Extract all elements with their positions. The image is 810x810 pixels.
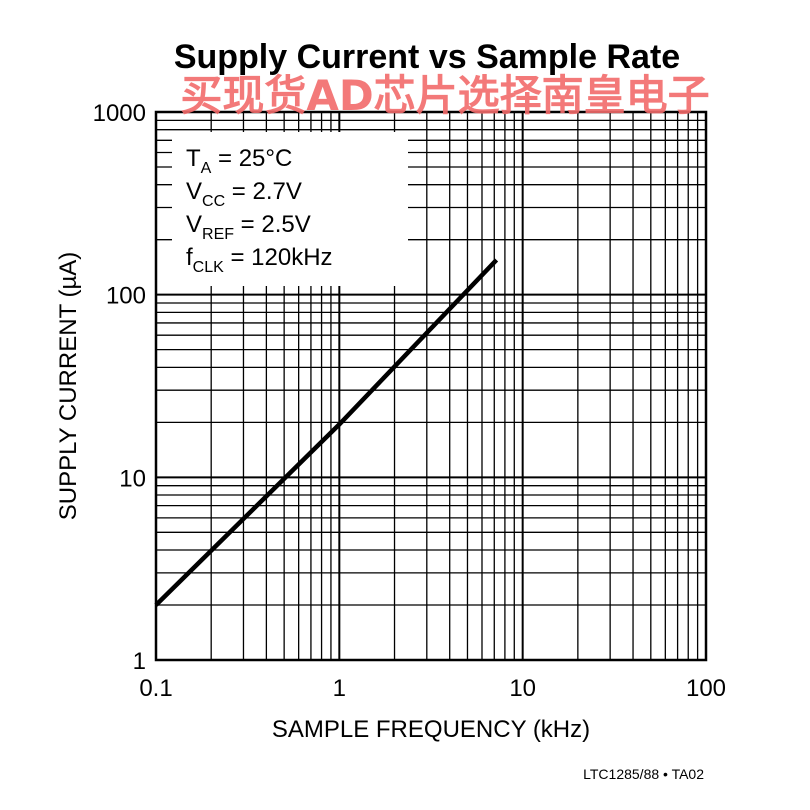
y-tick-label: 10 [119, 465, 146, 492]
chart-title: Supply Current vs Sample Rate [174, 38, 680, 76]
x-axis-label: SAMPLE FREQUENCY (kHz) [272, 716, 590, 743]
x-tick-label: 10 [509, 675, 536, 702]
condition-2: VCC = 2.7V [186, 178, 302, 210]
x-tick-label: 0.1 [139, 675, 172, 702]
x-tick-label: 1 [333, 675, 346, 702]
condition-4: fCLK = 120kHz [186, 244, 333, 276]
x-tick-labels: 0.1 1 10 100 [139, 675, 726, 702]
y-tick-labels: 1 10 100 1000 [93, 100, 146, 675]
part-number: LTC1285/88 • TA02 [583, 766, 704, 782]
plot-frame [154, 110, 708, 662]
conditions-box [172, 132, 408, 286]
y-tick-label: 1000 [93, 100, 146, 127]
series [154, 258, 499, 607]
watermark: 买现货AD芯片选择南皇电子 [180, 71, 709, 120]
y-tick-label: 100 [106, 283, 146, 310]
series-line-1 [154, 258, 499, 607]
y-axis-label: SUPPLY CURRENT (µA) [55, 252, 82, 521]
y-tick-label: 1 [133, 648, 146, 675]
condition-3: VREF = 2.5V [186, 211, 311, 243]
condition-1: TA = 25°C [186, 145, 292, 177]
x-tick-label: 100 [686, 675, 726, 702]
